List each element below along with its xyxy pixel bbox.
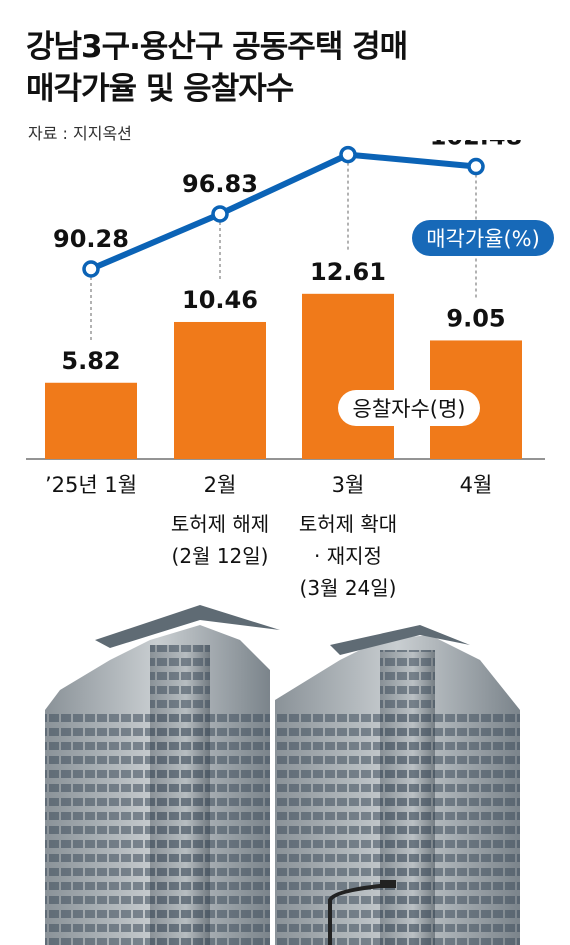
legend-rate-badge: [412, 220, 554, 256]
rate-point-1: [82, 260, 100, 278]
rate-point-4: [467, 157, 485, 176]
legend-bidders-label: 응찰자수(명): [353, 397, 466, 421]
category-note-2-2: (2월 12일): [172, 544, 269, 568]
category-label-2: 2월: [204, 473, 237, 497]
rate-line: [89, 151, 477, 272]
chart-title: 강남3구·용산구 공동주택 경매 매각가율 및 응찰자수: [26, 26, 556, 110]
rate-point-3: [339, 145, 357, 164]
bar-value-label-4: 9.05: [446, 304, 505, 332]
category-label-3: 3월: [332, 473, 365, 497]
bar-value-label-3: 12.61: [310, 258, 386, 286]
apartment-buildings-photo: [0, 600, 570, 945]
bar-3: [302, 293, 394, 459]
rate-value-label-1: 90.28: [53, 225, 129, 253]
rate-point-2: [211, 205, 229, 223]
rate-value-label-4: 102.48: [430, 140, 523, 151]
rate-value-label-2: 96.83: [182, 170, 258, 198]
bar-line-chart: 5.8210.4612.619.0590.2896.83103.90102.48…: [26, 140, 554, 600]
title-line-1: 강남3구·용산구 공동주택 경매: [26, 29, 408, 65]
category-note-3-2: · 재지정: [314, 544, 382, 568]
bar-value-label-1: 5.82: [61, 347, 120, 375]
legend-bidders-badge: [338, 390, 480, 426]
legend-rate-label: 매각가율(%): [426, 227, 540, 251]
category-note-3-1: 토허제 확대: [299, 512, 397, 536]
bar-value-label-2: 10.46: [182, 286, 258, 314]
source-note: 자료 : 지지옥션: [28, 124, 132, 143]
category-note-2-1: 토허제 해제: [171, 512, 269, 536]
bar-2: [174, 321, 266, 459]
category-label-1: ’25년 1월: [45, 473, 137, 497]
category-note-3-3: (3월 24일): [300, 576, 397, 600]
bar-1: [45, 382, 137, 459]
category-label-4: 4월: [460, 473, 493, 497]
title-line-2: 매각가율 및 응찰자수: [26, 71, 294, 107]
